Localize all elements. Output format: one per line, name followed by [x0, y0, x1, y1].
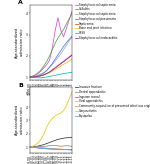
Y-axis label: Age-standardized
admission ratio: Age-standardized admission ratio [15, 27, 24, 58]
Y-axis label: Age-standardized
admission ratio: Age-standardized admission ratio [15, 104, 24, 135]
Text: B: B [18, 83, 23, 88]
Legend: Invasive fracture, Dental appendicitis, Ingrown toenail, Viral appendicitis, Com: Invasive fracture, Dental appendicitis, … [75, 85, 150, 118]
Text: A: A [18, 0, 23, 5]
Legend: Staphylococcal septicemia, Cellulitis, Staphylococcal septicemia, Staphylococcal: Staphylococcal septicemia, Cellulitis, S… [75, 2, 117, 40]
